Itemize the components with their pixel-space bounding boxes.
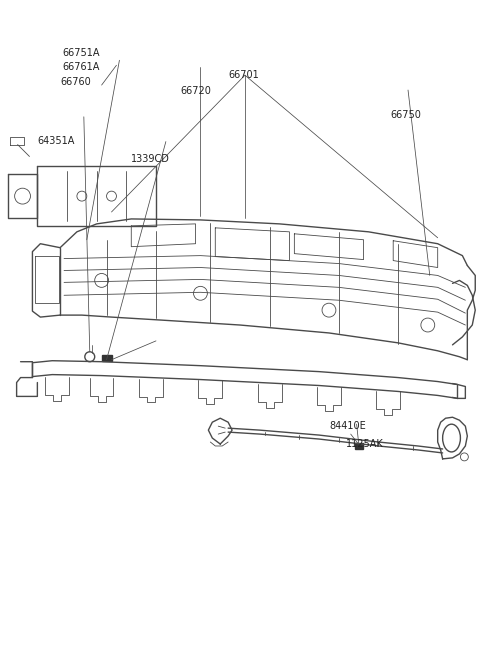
Polygon shape: [102, 355, 111, 361]
Text: 66760: 66760: [60, 77, 91, 87]
Text: 66720: 66720: [180, 86, 212, 96]
Text: 66701: 66701: [228, 70, 259, 80]
Text: 1339CD: 1339CD: [131, 155, 170, 164]
Text: 84410E: 84410E: [329, 421, 366, 431]
Text: 66751A: 66751A: [62, 48, 99, 58]
Text: 64351A: 64351A: [37, 136, 75, 145]
Text: 66750: 66750: [390, 110, 421, 120]
Text: 1125AK: 1125AK: [346, 439, 384, 449]
Polygon shape: [355, 443, 362, 449]
Text: 66761A: 66761A: [62, 62, 99, 72]
